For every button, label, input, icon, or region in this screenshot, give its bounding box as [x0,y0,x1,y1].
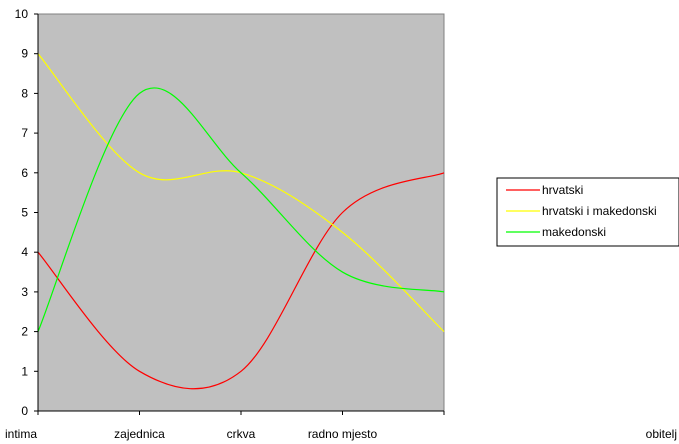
y-tick-label: 4 [21,245,28,259]
legend-box [496,177,679,247]
series-line-3 [37,87,445,332]
y-tick-label: 1 [21,364,28,378]
y-tick-label: 6 [21,166,28,180]
x-tick-label: zajednica [114,427,165,441]
x-tick-label: obitelj [646,427,677,441]
legend: hrvatski hrvatski i makedonski makedonski [496,177,679,247]
y-tick-label: 9 [21,47,28,61]
y-tick-label: 0 [21,404,28,418]
legend-label-3: makedonski [542,225,606,239]
y-tick-label: 5 [21,206,28,220]
y-tick-label: 8 [21,86,28,100]
legend-label-2: hrvatski i makedonski [542,204,657,218]
y-tick-label: 10 [15,7,29,21]
series-layer [37,53,445,390]
series-line-1 [37,172,445,390]
legend-label-1: hrvatski [542,183,583,197]
x-tick-label: radno mjesto [308,427,378,441]
x-tick-label: crkva [227,427,256,441]
y-tick-label: 2 [21,325,28,339]
y-tick-label: 7 [21,126,28,140]
axis-layer: 0 1 2 3 4 5 6 7 8 9 10 intima zajednica crkva radno mj… [5,7,677,441]
x-tick-label: intima [5,427,37,441]
y-tick-label: 3 [21,285,28,299]
plot-area [37,13,445,412]
